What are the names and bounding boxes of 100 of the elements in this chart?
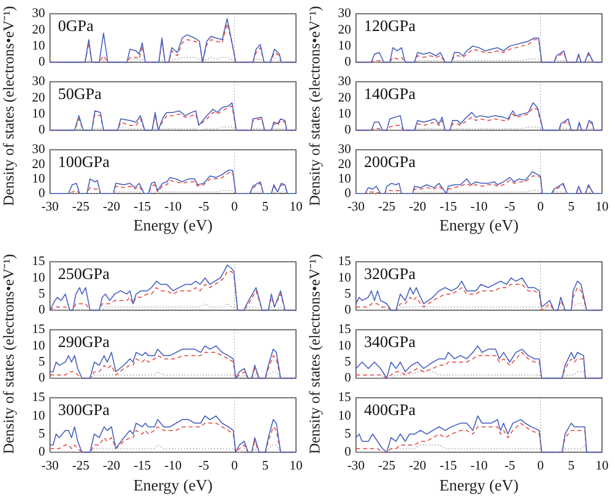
y-tick-label: 15 — [32, 253, 45, 268]
y-tick-label: 0 — [38, 302, 45, 317]
x-tick-label: -30 — [41, 198, 59, 214]
annotation: 0GPa — [58, 18, 94, 36]
x-tick-label: -10 — [470, 198, 488, 214]
y-tick-label: 5 — [38, 425, 45, 440]
y-tick-label: 10 — [32, 105, 45, 120]
y-tick-label: 0 — [344, 54, 351, 69]
y-tick-label: 5 — [344, 353, 351, 368]
annotation: 50GPa — [58, 86, 102, 104]
y-tick-label: 20 — [32, 21, 45, 36]
y-tick-label: 20 — [338, 21, 351, 36]
y-tick-label: 10 — [32, 170, 45, 186]
x-tick-label: 0 — [231, 198, 238, 214]
x-tick-label: 10 — [596, 457, 608, 472]
y-axis-title: Density of states (electrons•eV⁻¹) — [0, 6, 18, 206]
x-tick-label: -5 — [504, 198, 516, 214]
x-tick-label: -15 — [134, 457, 151, 472]
annotation: 250GPa — [58, 266, 110, 284]
y-tick-label: 0 — [344, 370, 351, 385]
annotation: 290GPa — [58, 334, 110, 352]
y-tick-label: 20 — [338, 156, 351, 171]
annotation: 320GPa — [364, 266, 416, 284]
x-tick-label: -20 — [102, 457, 120, 472]
x-tick-label: 10 — [290, 457, 302, 472]
x-tick-label: 5 — [568, 457, 574, 472]
x-tick-label: -30 — [347, 198, 365, 214]
x-tick-label: 10 — [290, 198, 302, 214]
annotation: 140GPa — [364, 86, 416, 104]
x-tick-label: -30 — [41, 457, 59, 472]
annotation: 120GPa — [364, 18, 416, 36]
x-axis-title: Energy (eV) — [439, 218, 519, 235]
y-tick-label: 0 — [344, 444, 351, 459]
x-tick-label: -20 — [408, 198, 426, 214]
y-tick-label: 15 — [32, 389, 45, 404]
x-axis-title: Energy (eV) — [133, 218, 213, 235]
x-tick-label: -15 — [440, 457, 457, 472]
y-tick-label: 20 — [32, 156, 45, 171]
y-tick-label: 20 — [32, 89, 45, 104]
y-tick-label: 15 — [338, 321, 351, 336]
x-tick-label: -15 — [134, 198, 151, 214]
y-tick-label: 0 — [38, 370, 45, 385]
y-tick-label: 10 — [32, 337, 45, 352]
y-tick-label: 15 — [338, 389, 351, 404]
y-tick-label: 0 — [38, 122, 45, 137]
y-tick-label: 5 — [344, 425, 351, 440]
x-tick-label: -10 — [164, 198, 182, 214]
y-tick-label: 10 — [32, 37, 45, 52]
y-tick-label: 10 — [32, 407, 45, 422]
x-tick-label: -10 — [470, 457, 488, 472]
y-tick-label: 30 — [32, 73, 45, 88]
annotation: 200GPa — [364, 154, 416, 172]
y-tick-label: 0 — [344, 122, 351, 137]
annotation: 340GPa — [364, 334, 416, 352]
x-tick-label: -20 — [408, 457, 426, 472]
y-tick-label: 20 — [338, 89, 351, 104]
y-tick-label: 5 — [344, 285, 351, 300]
y-tick-label: 5 — [38, 285, 45, 300]
y-tick-label: 10 — [338, 37, 351, 52]
y-tick-label: 30 — [338, 5, 351, 20]
x-tick-label: -5 — [198, 198, 210, 214]
x-tick-label: 0 — [231, 457, 238, 472]
x-tick-label: -20 — [102, 198, 120, 214]
y-tick-label: 0 — [344, 302, 351, 317]
y-tick-label: 0 — [38, 54, 45, 69]
annotation: 100GPa — [58, 154, 110, 172]
y-tick-label: 0 — [38, 184, 45, 200]
y-tick-label: 10 — [338, 105, 351, 120]
x-tick-label: -10 — [164, 457, 182, 472]
x-tick-label: -15 — [440, 198, 457, 214]
y-tick-label: 15 — [32, 321, 45, 336]
y-tick-label: 30 — [338, 73, 351, 88]
y-tick-label: 10 — [338, 170, 351, 186]
x-tick-label: -25 — [378, 457, 396, 472]
y-tick-label: 0 — [344, 184, 351, 200]
x-tick-label: 5 — [262, 198, 268, 214]
x-tick-label: 5 — [262, 457, 268, 472]
x-tick-label: 0 — [537, 457, 544, 472]
y-tick-label: 5 — [38, 353, 45, 368]
x-tick-label: 5 — [568, 198, 574, 214]
x-tick-label: -30 — [347, 457, 365, 472]
y-tick-label: 10 — [338, 337, 351, 352]
x-tick-label: -5 — [198, 457, 210, 472]
y-tick-label: 15 — [338, 253, 351, 268]
y-tick-label: 30 — [338, 141, 351, 156]
y-tick-label: 30 — [32, 141, 45, 156]
annotation: 300GPa — [58, 402, 110, 420]
annotation: 400GPa — [364, 402, 416, 420]
y-axis-title: Density of states (electrons•eV⁻¹) — [306, 254, 324, 454]
x-tick-label: -25 — [72, 457, 90, 472]
y-tick-label: 30 — [32, 5, 45, 20]
y-axis-title: Density of states (electrons•eV⁻¹) — [306, 6, 324, 206]
y-tick-label: 10 — [338, 269, 351, 284]
x-tick-label: -5 — [504, 457, 516, 472]
x-axis-title: Energy (eV) — [439, 478, 519, 495]
x-axis-title: Energy (eV) — [133, 478, 213, 495]
x-tick-label: 0 — [537, 198, 544, 214]
y-tick-label: 10 — [32, 269, 45, 284]
x-tick-label: -25 — [378, 198, 396, 214]
y-tick-label: 0 — [38, 444, 45, 459]
